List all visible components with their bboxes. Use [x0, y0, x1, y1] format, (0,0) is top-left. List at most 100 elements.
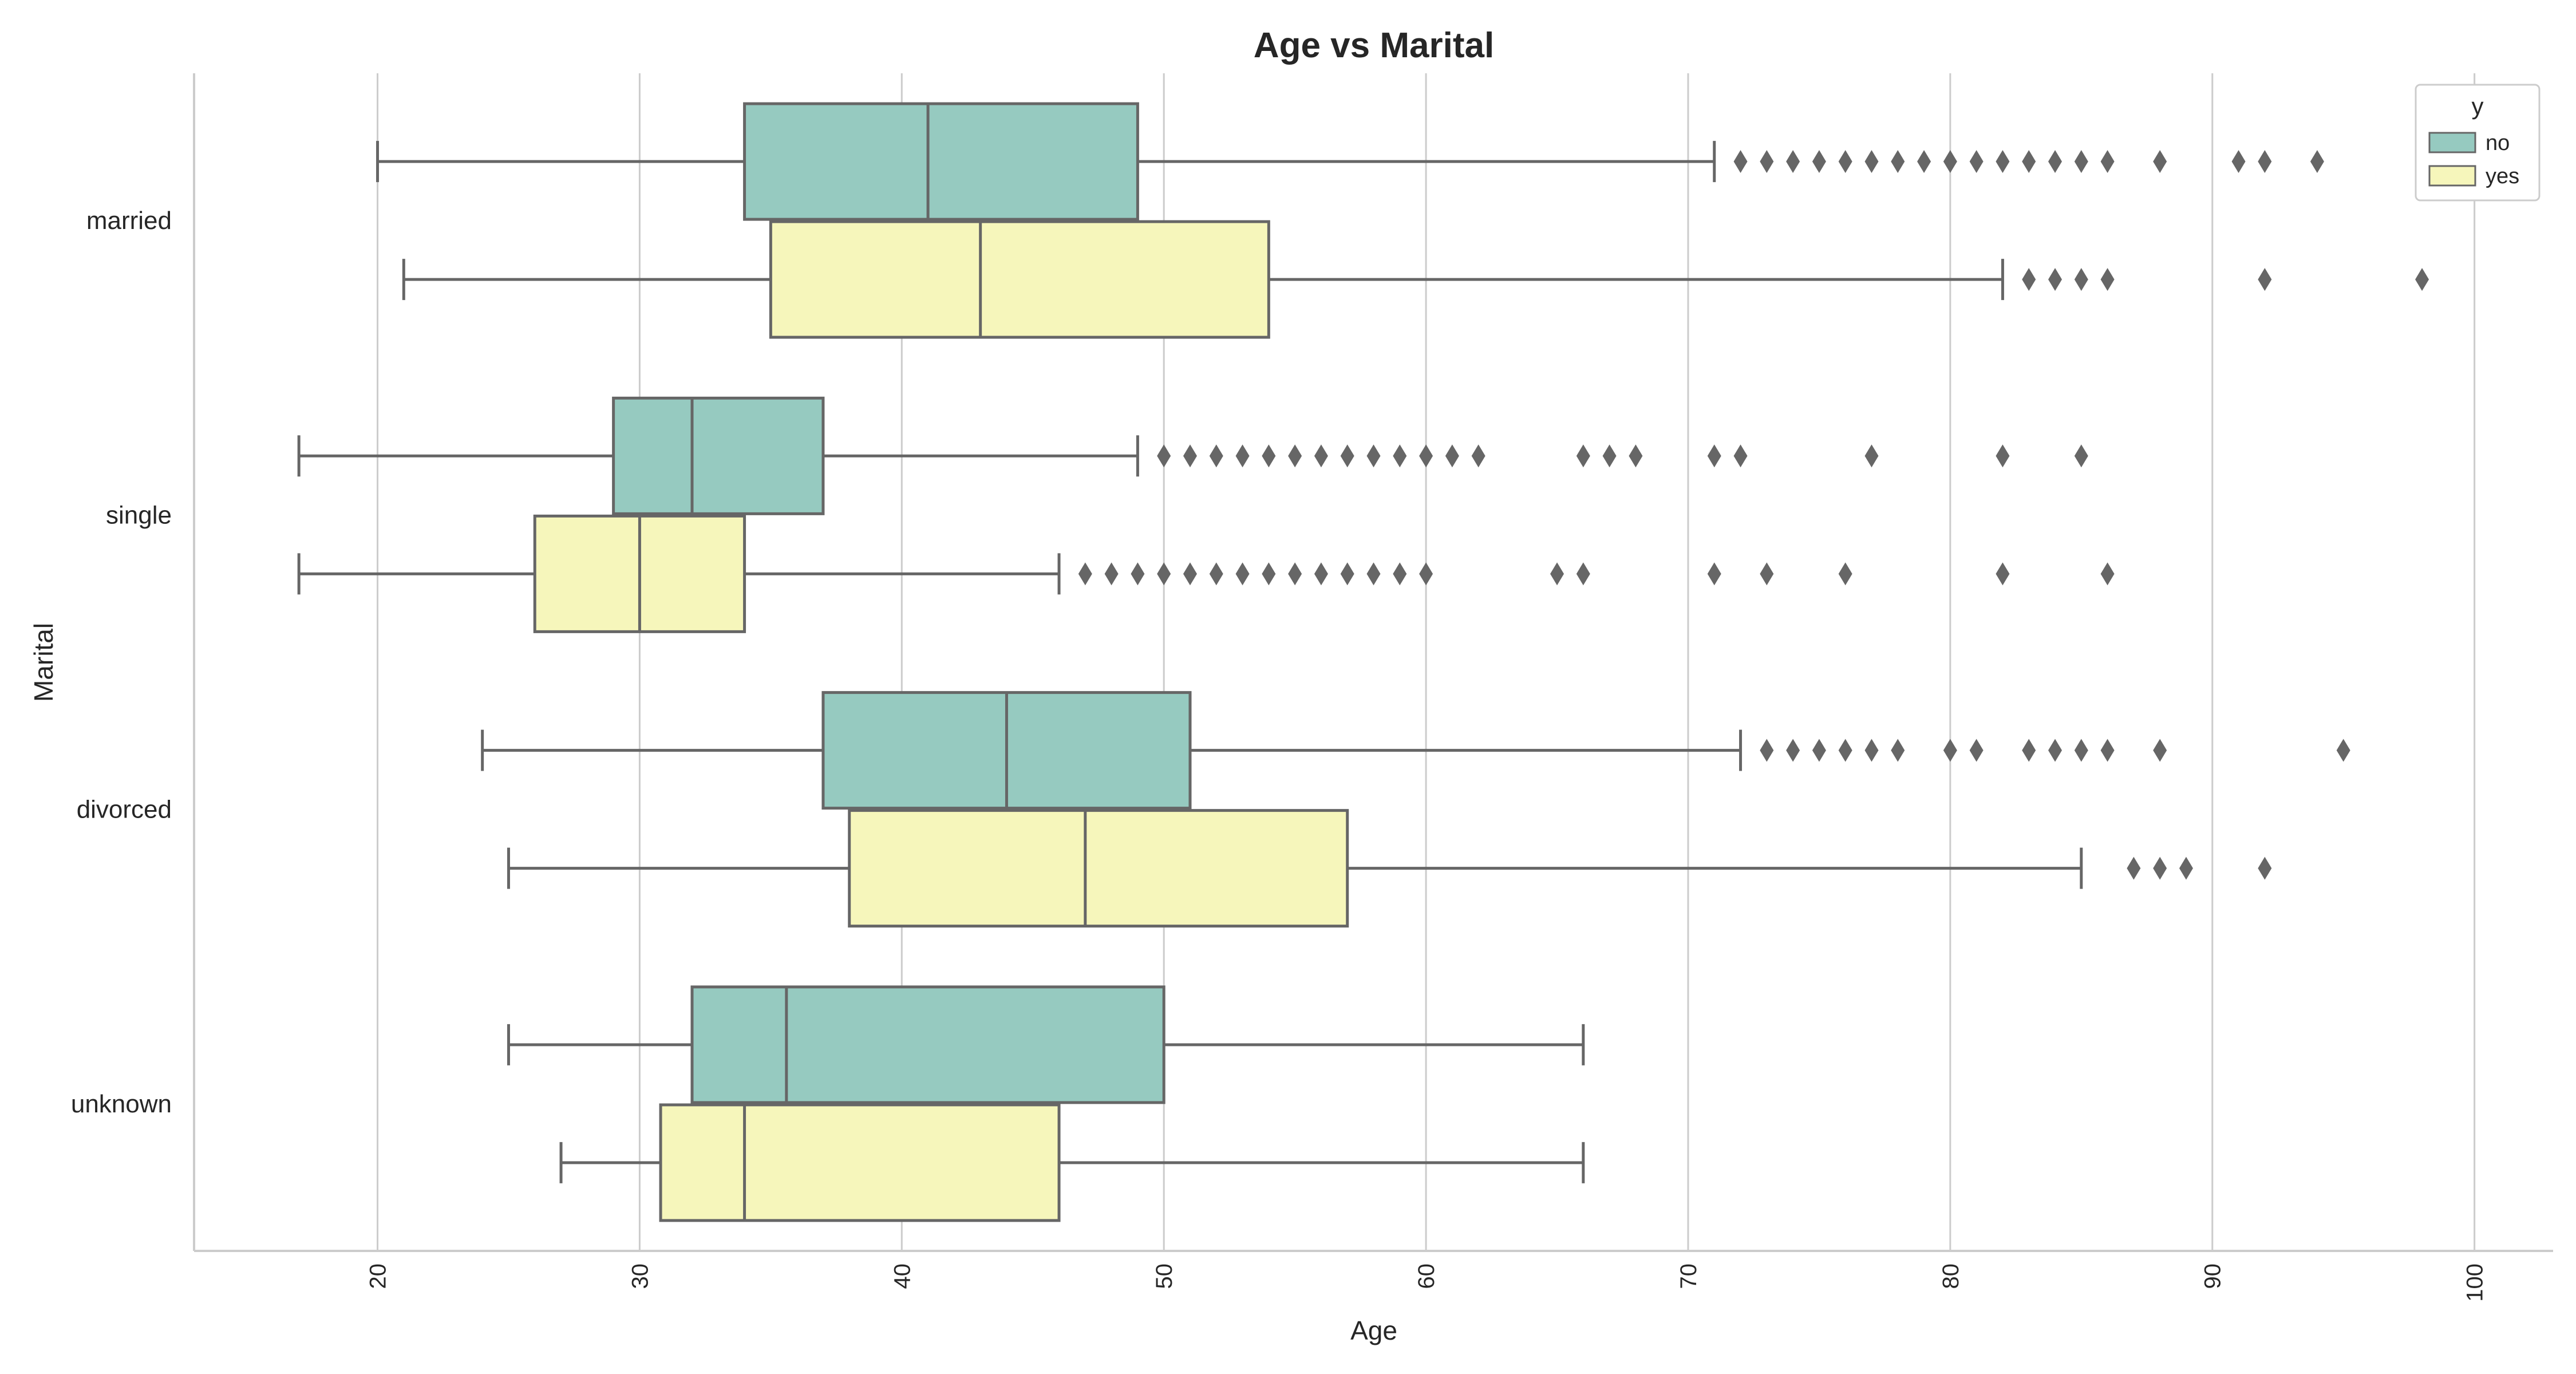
box-yes-unknown: [559, 1103, 1585, 1222]
x-tick-label: 60: [1414, 1264, 1439, 1289]
flier-point: [2022, 150, 2036, 173]
flier-point: [1864, 739, 1879, 762]
flier-point: [1314, 562, 1328, 586]
legend-label-no: no: [2486, 131, 2510, 155]
flier-point: [1235, 444, 1250, 468]
flier-point: [1838, 739, 1852, 762]
box-iqr: [769, 220, 1270, 339]
flier-point: [1996, 150, 2010, 173]
flier-point: [1891, 739, 1905, 762]
flier-point: [2048, 268, 2063, 291]
box-iqr: [848, 809, 1349, 928]
x-tick-label: 30: [627, 1264, 653, 1289]
flier-point: [1419, 444, 1433, 468]
flier-point: [2100, 562, 2115, 586]
flier-point: [1288, 444, 1302, 468]
flier-point: [1996, 444, 2010, 468]
flier-point: [1838, 562, 1852, 586]
x-tick-labels: 20 30 40 50 60 70 80 90 100: [366, 1264, 2488, 1302]
flier-point: [2074, 268, 2088, 291]
chart-title: Age vs Marital: [1254, 26, 1494, 65]
flier-point: [2127, 856, 2141, 880]
box-yes-married: [402, 220, 2004, 339]
legend: y no yes: [2415, 84, 2541, 202]
flier-point: [1760, 739, 1774, 762]
flier-point: [1576, 562, 1590, 586]
flier-point: [1340, 444, 1354, 468]
box-no-divorced: [481, 691, 1743, 810]
flier-point: [1078, 562, 1092, 586]
flier-point: [1969, 739, 1984, 762]
flier-point: [1235, 562, 1250, 586]
flier-point: [1471, 444, 1485, 468]
flier-point: [2074, 739, 2088, 762]
flier-point: [2074, 150, 2088, 173]
flier-point: [2100, 739, 2115, 762]
flier-point: [1393, 562, 1407, 586]
legend-title: y: [2472, 93, 2484, 120]
flier-point: [2074, 444, 2088, 468]
flier-point: [1786, 150, 1800, 173]
flier-point: [1209, 562, 1223, 586]
box-no-unknown: [507, 985, 1585, 1104]
axes-layer: [193, 73, 2553, 1252]
flier-point: [1262, 444, 1276, 468]
flier-point: [2153, 150, 2167, 173]
x-tick-label: 40: [890, 1264, 915, 1289]
x-tick-label: 90: [2200, 1264, 2226, 1289]
legend-swatch-yes: [2428, 165, 2476, 187]
flier-point: [2258, 150, 2272, 173]
flier-point: [2258, 856, 2272, 880]
flier-point: [1183, 444, 1197, 468]
legend-swatch-no: [2428, 132, 2476, 153]
flier-point: [2022, 739, 2036, 762]
flier-point: [2336, 739, 2350, 762]
legend-label-yes: yes: [2486, 164, 2519, 188]
flier-point: [2310, 150, 2324, 173]
flier-point: [2153, 856, 2167, 880]
flier-point: [1550, 562, 1564, 586]
x-tick-label: 50: [1152, 1264, 1177, 1289]
flier-point: [1996, 562, 2010, 586]
flier-point: [1340, 562, 1354, 586]
flier-point: [1812, 150, 1826, 173]
flier-point: [1131, 562, 1145, 586]
flier-point: [1262, 562, 1276, 586]
flier-point: [1183, 562, 1197, 586]
flier-point: [1707, 444, 1721, 468]
flier-point: [1445, 444, 1459, 468]
y-axis-label: Marital: [29, 623, 58, 702]
flier-point: [2048, 739, 2063, 762]
flier-point: [1943, 739, 1957, 762]
box-iqr: [612, 396, 825, 515]
flier-point: [2258, 268, 2272, 291]
flier-point: [1891, 150, 1905, 173]
x-tick-label: 70: [1676, 1264, 1701, 1289]
category-label: single: [106, 501, 172, 529]
flier-point: [1602, 444, 1617, 468]
x-tick-label: 80: [1938, 1264, 1963, 1289]
flier-point: [1733, 150, 1748, 173]
flier-point: [2100, 268, 2115, 291]
box-yes-divorced: [507, 809, 2083, 928]
flier-point: [1707, 562, 1721, 586]
flier-point: [1969, 150, 1984, 173]
flier-point: [1838, 150, 1852, 173]
box-iqr: [659, 1103, 1061, 1222]
x-tick-label: 20: [366, 1264, 391, 1289]
x-tick-label: 100: [2463, 1264, 2488, 1302]
flier-point: [1366, 444, 1381, 468]
flier-point: [1760, 562, 1774, 586]
flier-point: [2100, 150, 2115, 173]
flier-point: [1419, 562, 1433, 586]
box-iqr: [743, 102, 1139, 221]
flier-point: [1314, 444, 1328, 468]
box-iqr: [690, 985, 1165, 1104]
flier-point: [1760, 150, 1774, 173]
box-no-married: [376, 102, 1716, 221]
category-label: unknown: [71, 1090, 172, 1118]
flier-point: [1812, 739, 1826, 762]
